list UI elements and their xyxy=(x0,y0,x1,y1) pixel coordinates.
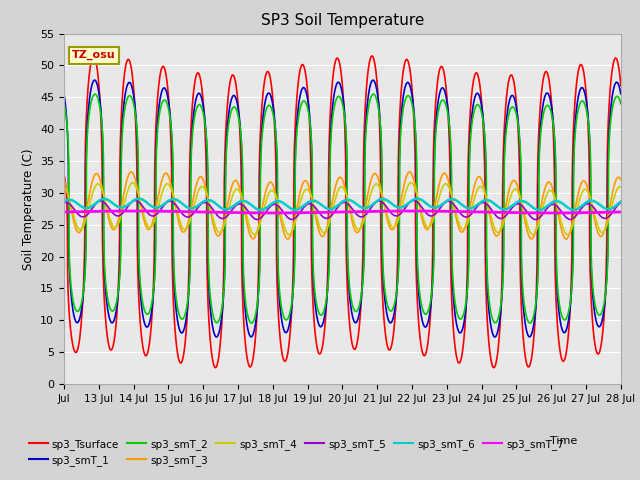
sp3_smT_3 xyxy=(116,212,124,218)
sp3_smT_2 xyxy=(609,101,617,107)
sp3_Tsurface xyxy=(236,127,244,133)
sp3_smT_5 xyxy=(131,198,139,204)
Y-axis label: Soil Temperature (C): Soil Temperature (C) xyxy=(22,148,35,270)
sp3_smT_5 xyxy=(253,216,261,222)
Title: SP3 Soil Temperature: SP3 Soil Temperature xyxy=(260,13,424,28)
sp3_smT_5 xyxy=(60,200,68,206)
sp3_smT_3 xyxy=(542,184,550,190)
sp3_smT_3 xyxy=(236,187,244,192)
sp3_smT_6 xyxy=(236,199,244,204)
Line: sp3_Tsurface: sp3_Tsurface xyxy=(64,56,621,368)
sp3_smT_6 xyxy=(535,207,543,213)
sp3_Tsurface xyxy=(368,53,376,59)
sp3_smT_3 xyxy=(617,177,625,182)
sp3_smT_2 xyxy=(60,101,68,107)
Legend: sp3_Tsurface, sp3_smT_1, sp3_smT_2, sp3_smT_3, sp3_smT_4, sp3_smT_5, sp3_smT_6, : sp3_Tsurface, sp3_smT_1, sp3_smT_2, sp3_… xyxy=(25,435,568,470)
sp3_smT_2 xyxy=(236,124,244,130)
Text: TZ_osu: TZ_osu xyxy=(72,50,116,60)
sp3_smT_5 xyxy=(617,200,625,206)
sp3_smT_1 xyxy=(511,96,518,101)
sp3_smT_3 xyxy=(376,182,384,188)
sp3_smT_1 xyxy=(60,91,68,97)
sp3_smT_7 xyxy=(542,210,550,216)
sp3_smT_1 xyxy=(236,119,244,125)
sp3_smT_5 xyxy=(511,203,518,208)
sp3_smT_3 xyxy=(510,178,518,183)
sp3_smT_4 xyxy=(407,180,415,186)
sp3_Tsurface xyxy=(609,60,617,66)
sp3_Tsurface xyxy=(376,136,384,142)
sp3_smT_4 xyxy=(617,184,625,190)
sp3_Tsurface xyxy=(60,172,68,178)
Text: Time: Time xyxy=(550,436,577,446)
sp3_smT_5 xyxy=(236,201,244,207)
sp3_smT_3 xyxy=(609,186,617,192)
Line: sp3_smT_5: sp3_smT_5 xyxy=(64,201,621,219)
sp3_smT_4 xyxy=(542,194,550,200)
Line: sp3_smT_2: sp3_smT_2 xyxy=(64,94,621,323)
sp3_smT_7 xyxy=(609,209,617,215)
sp3_smT_1 xyxy=(617,91,625,97)
sp3_smT_1 xyxy=(491,334,499,340)
sp3_smT_5 xyxy=(376,198,384,204)
sp3_smT_2 xyxy=(116,270,124,276)
sp3_smT_2 xyxy=(376,118,384,124)
sp3_smT_7 xyxy=(130,208,138,214)
sp3_smT_7 xyxy=(617,209,625,215)
Line: sp3_smT_1: sp3_smT_1 xyxy=(64,80,621,337)
sp3_smT_7 xyxy=(236,210,244,216)
sp3_smT_7 xyxy=(510,210,518,216)
sp3_smT_7 xyxy=(376,208,384,214)
Line: sp3_smT_7: sp3_smT_7 xyxy=(64,211,621,213)
sp3_smT_6 xyxy=(413,196,421,202)
sp3_smT_7 xyxy=(60,209,68,215)
sp3_smT_3 xyxy=(60,177,68,182)
sp3_smT_6 xyxy=(510,201,518,207)
sp3_smT_6 xyxy=(116,204,124,210)
sp3_smT_1 xyxy=(376,117,384,122)
sp3_smT_6 xyxy=(60,199,68,204)
sp3_smT_1 xyxy=(542,91,550,97)
Line: sp3_smT_4: sp3_smT_4 xyxy=(64,183,621,235)
sp3_smT_6 xyxy=(542,204,550,210)
sp3_smT_4 xyxy=(376,186,384,192)
sp3_smT_6 xyxy=(609,204,617,210)
sp3_smT_2 xyxy=(617,101,625,107)
sp3_smT_6 xyxy=(617,199,625,204)
sp3_smT_2 xyxy=(91,91,99,97)
sp3_Tsurface xyxy=(490,365,498,371)
sp3_smT_4 xyxy=(116,218,124,224)
sp3_smT_4 xyxy=(60,184,68,190)
sp3_smT_5 xyxy=(542,207,550,213)
sp3_smT_5 xyxy=(116,213,124,218)
sp3_Tsurface xyxy=(116,228,124,233)
Line: sp3_smT_3: sp3_smT_3 xyxy=(64,172,621,239)
Line: sp3_smT_6: sp3_smT_6 xyxy=(64,199,621,210)
sp3_smT_1 xyxy=(609,87,617,93)
sp3_smT_4 xyxy=(511,187,518,192)
sp3_smT_6 xyxy=(376,196,383,202)
sp3_smT_5 xyxy=(609,208,617,214)
sp3_smT_1 xyxy=(116,270,124,276)
sp3_Tsurface xyxy=(617,83,625,88)
sp3_Tsurface xyxy=(511,82,518,88)
sp3_smT_2 xyxy=(542,104,550,109)
sp3_smT_4 xyxy=(609,198,617,204)
sp3_Tsurface xyxy=(542,69,550,74)
sp3_smT_3 xyxy=(563,236,570,242)
sp3_smT_4 xyxy=(285,232,293,238)
sp3_smT_2 xyxy=(510,105,518,111)
sp3_smT_3 xyxy=(127,169,135,175)
sp3_smT_7 xyxy=(547,210,555,216)
sp3_smT_7 xyxy=(116,208,124,214)
sp3_smT_1 xyxy=(369,77,377,83)
sp3_smT_4 xyxy=(236,189,244,195)
sp3_smT_2 xyxy=(526,320,534,326)
